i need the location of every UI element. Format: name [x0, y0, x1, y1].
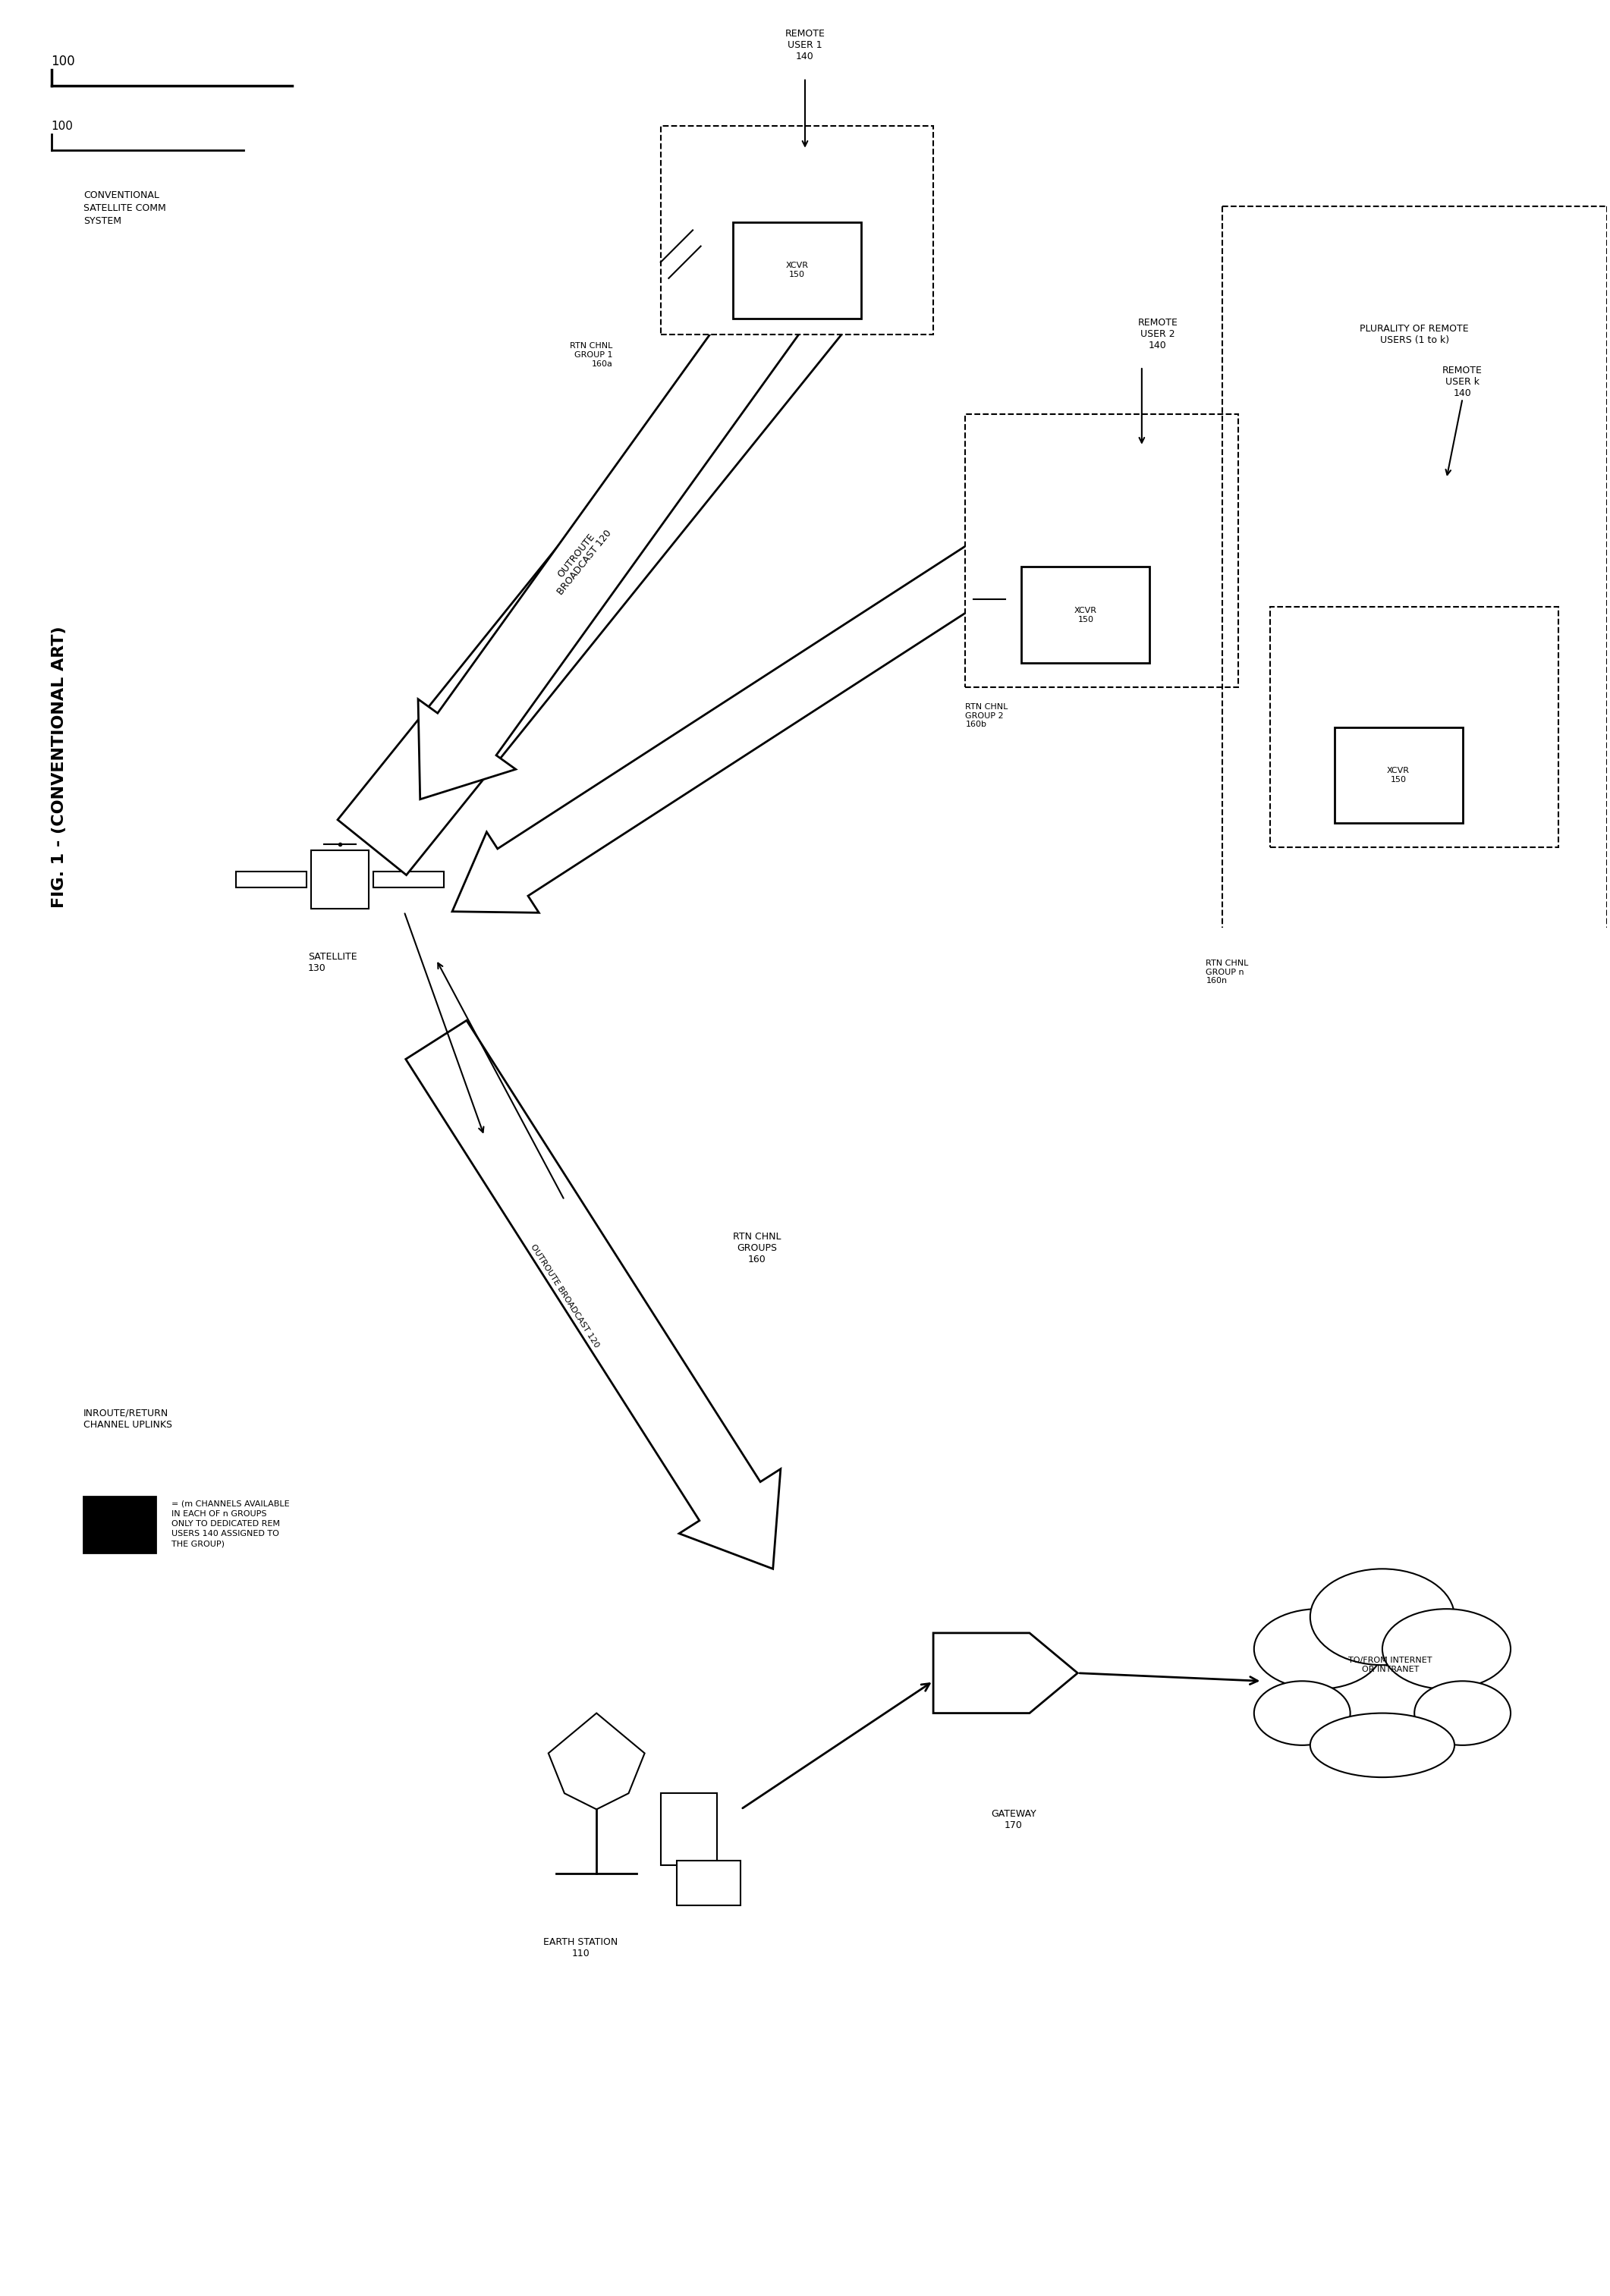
Text: FIG. 1 - (CONVENTIONAL ART): FIG. 1 - (CONVENTIONAL ART): [52, 627, 68, 909]
Bar: [733, 223, 861, 319]
Polygon shape: [934, 1632, 1077, 1713]
Bar: [1021, 567, 1150, 664]
Ellipse shape: [1254, 1609, 1383, 1690]
Text: XCVR
150: XCVR 150: [1386, 767, 1410, 783]
Ellipse shape: [1311, 1568, 1454, 1665]
Bar: [311, 850, 369, 909]
Text: XCVR
150: XCVR 150: [1074, 606, 1096, 622]
Bar: [374, 872, 444, 889]
Text: XCVR
150: XCVR 150: [786, 262, 808, 278]
Text: RTN CHNL
GROUP n
160n: RTN CHNL GROUP n 160n: [1206, 960, 1249, 985]
Text: OUTROUTE BROADCAST 120: OUTROUTE BROADCAST 120: [528, 1242, 601, 1350]
Text: RTN CHNL
GROUP 2
160b: RTN CHNL GROUP 2 160b: [966, 703, 1008, 728]
Ellipse shape: [1311, 1713, 1454, 1777]
Text: 100: 100: [52, 55, 76, 69]
Bar: [1270, 606, 1558, 847]
Polygon shape: [419, 266, 818, 799]
Ellipse shape: [1383, 1609, 1510, 1690]
Bar: [84, 1497, 156, 1552]
Ellipse shape: [1415, 1681, 1510, 1745]
Text: INROUTE/RETURN
CHANNEL UPLINKS: INROUTE/RETURN CHANNEL UPLINKS: [84, 1407, 172, 1430]
Text: TO/FROM INTERNET
OR INTRANET: TO/FROM INTERNET OR INTRANET: [1349, 1658, 1433, 1674]
Bar: [660, 126, 934, 335]
Polygon shape: [452, 535, 1013, 914]
Text: = (m CHANNELS AVAILABLE
IN EACH OF n GROUPS
ONLY TO DEDICATED REM
USERS 140 ASSI: = (m CHANNELS AVAILABLE IN EACH OF n GRO…: [172, 1499, 290, 1548]
Bar: [235, 872, 306, 889]
Text: REMOTE
USER 2
140: REMOTE USER 2 140: [1138, 317, 1179, 351]
Text: RTN CHNL
GROUP 1
160a: RTN CHNL GROUP 1 160a: [570, 342, 612, 367]
Text: RTN CHNL
GROUPS
160: RTN CHNL GROUPS 160: [733, 1233, 781, 1265]
Text: 100: 100: [52, 119, 72, 131]
Bar: [1335, 728, 1462, 824]
Polygon shape: [406, 1019, 781, 1568]
Text: REMOTE
USER 1
140: REMOTE USER 1 140: [786, 30, 824, 62]
Bar: [660, 1793, 716, 1864]
Polygon shape: [338, 191, 902, 875]
Text: EARTH STATION
110: EARTH STATION 110: [543, 1938, 618, 1958]
Text: GATEWAY
170: GATEWAY 170: [990, 1809, 1037, 1830]
Text: OUTROUTE
BROADCAST 120: OUTROUTE BROADCAST 120: [547, 521, 613, 597]
Bar: [676, 1860, 741, 1906]
Text: PLURALITY OF REMOTE
USERS (1 to k): PLURALITY OF REMOTE USERS (1 to k): [1360, 324, 1468, 344]
Ellipse shape: [1254, 1681, 1351, 1745]
Text: SATELLITE
130: SATELLITE 130: [308, 951, 357, 974]
Text: REMOTE
USER k
140: REMOTE USER k 140: [1443, 365, 1483, 400]
Text: CONVENTIONAL
SATELLITE COMM
SYSTEM: CONVENTIONAL SATELLITE COMM SYSTEM: [84, 191, 166, 225]
Bar: [966, 416, 1238, 687]
Polygon shape: [549, 1713, 644, 1809]
